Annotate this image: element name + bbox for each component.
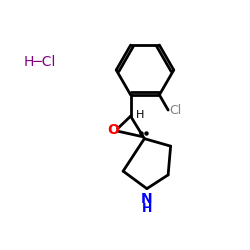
Text: O: O: [107, 123, 119, 137]
Text: N: N: [141, 192, 153, 206]
Text: H─Cl: H─Cl: [24, 56, 56, 70]
Text: H: H: [142, 202, 152, 215]
Text: Cl: Cl: [170, 104, 181, 117]
Text: H: H: [136, 110, 144, 120]
